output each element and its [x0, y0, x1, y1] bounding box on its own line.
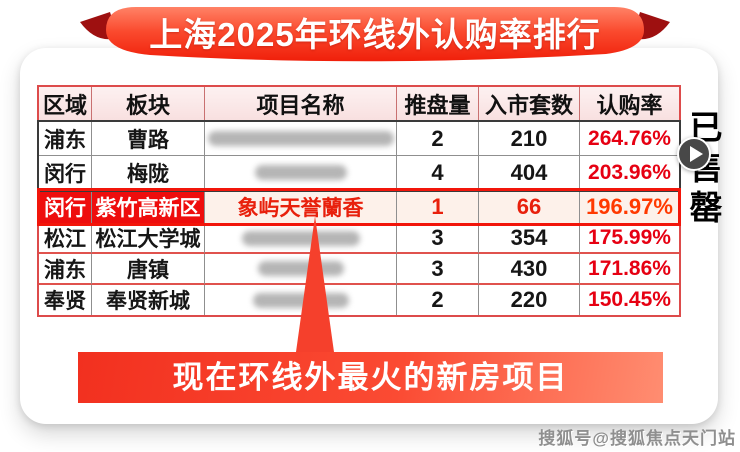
- table-row: 闵行 紫竹高新区 象屿天誉蘭香 1 66 196.97%: [39, 190, 679, 224]
- cell-block: 紫竹高新区: [92, 190, 205, 224]
- cell-block: 梅陇: [92, 156, 205, 190]
- header-cell: 板块: [92, 87, 205, 122]
- cell-block: 唐镇: [92, 254, 205, 285]
- cell-region: 闵行: [39, 190, 92, 224]
- watermark: 搜狐号@搜狐焦点天门站: [538, 429, 736, 448]
- table-row: 浦东 唐镇 3 430 171.86%: [39, 254, 679, 285]
- ribbon-banner-shape: [80, 7, 670, 62]
- redacted-project-name: [241, 230, 360, 246]
- cell-region: 浦东: [39, 254, 92, 285]
- header-cell: 认购率: [580, 87, 679, 122]
- cell-launches: 2: [397, 122, 479, 156]
- cell-rate: 150.45%: [580, 285, 679, 315]
- table-header-row: 区域 板块 项目名称 推盘量 入市套数 认购率: [39, 87, 679, 122]
- cell-rate: 171.86%: [580, 254, 679, 285]
- cell-region: 奉贤: [39, 285, 92, 315]
- cell-project: [205, 156, 397, 190]
- cell-units: 210: [479, 122, 580, 156]
- cell-launches: 1: [397, 190, 479, 224]
- arrow-up-indicator: [296, 216, 334, 352]
- cell-block: 奉贤新城: [92, 285, 205, 315]
- cell-launches: 3: [397, 224, 479, 254]
- header-cell: 推盘量: [397, 87, 479, 122]
- cell-units: 220: [479, 285, 580, 315]
- cell-project: [205, 224, 397, 254]
- callout-banner: 现在环线外最火的新房项目: [78, 352, 663, 403]
- header-cell: 入市套数: [479, 87, 580, 122]
- header-cell: 区域: [39, 87, 92, 122]
- page-title: 上海2025年环线外认购率排行: [149, 16, 601, 53]
- ranking-table: 区域 板块 项目名称 推盘量 入市套数 认购率 浦东 曹路 2 210 264.76% 闵行 梅陇 4 4…: [37, 85, 681, 317]
- cell-region: 闵行: [39, 156, 92, 190]
- cell-rate: 175.99%: [580, 224, 679, 254]
- ribbon-body: [106, 7, 644, 62]
- redacted-project-name: [207, 131, 394, 146]
- table-row: 松江 松江大学城 3 354 175.99%: [39, 224, 679, 254]
- table-body: 浦东 曹路 2 210 264.76% 闵行 梅陇 4 404 203.96% 闵行 紫竹高新区 象屿天…: [39, 122, 679, 315]
- play-button[interactable]: [677, 137, 711, 171]
- table-row: 浦东 曹路 2 210 264.76%: [39, 122, 679, 156]
- cell-region: 浦东: [39, 122, 92, 156]
- cell-rate: 264.76%: [580, 122, 679, 156]
- cell-block: 曹路: [92, 122, 205, 156]
- cell-launches: 2: [397, 285, 479, 315]
- header-cell: 项目名称: [205, 87, 397, 122]
- cell-project: 象屿天誉蘭香: [205, 190, 397, 224]
- table-row: 闵行 梅陇 4 404 203.96%: [39, 156, 679, 190]
- cell-units: 430: [479, 254, 580, 285]
- cell-project: [205, 254, 397, 285]
- cell-units: 404: [479, 156, 580, 190]
- cell-launches: 4: [397, 156, 479, 190]
- cell-block: 松江大学城: [92, 224, 205, 254]
- cell-units: 66: [479, 190, 580, 224]
- play-icon: [689, 146, 703, 162]
- cell-rate: 203.96%: [580, 156, 679, 190]
- cell-units: 354: [479, 224, 580, 254]
- cell-region: 松江: [39, 224, 92, 254]
- cell-rate: 196.97%: [580, 190, 679, 224]
- table-row: 奉贤 奉贤新城 2 220 150.45%: [39, 285, 679, 315]
- cell-project: [205, 122, 397, 156]
- redacted-project-name: [254, 165, 347, 180]
- cell-launches: 3: [397, 254, 479, 285]
